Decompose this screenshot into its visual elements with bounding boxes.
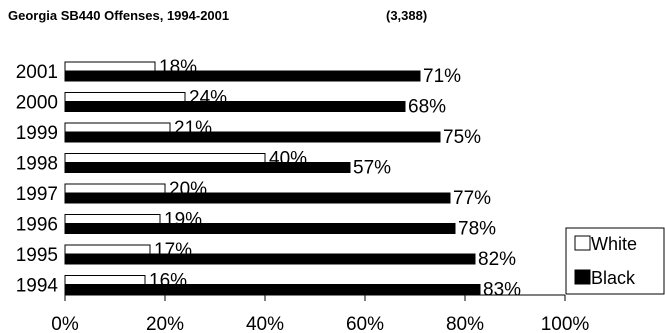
data-label-black: 78% (458, 219, 496, 240)
x-tick-label: 80% (446, 314, 484, 333)
x-tick-label: 60% (346, 314, 384, 333)
bar-black (64, 192, 451, 204)
category-label: 1998 (16, 154, 58, 175)
legend-swatch-black (574, 269, 591, 285)
legend-label-white: White (591, 234, 637, 254)
bar-white (64, 183, 166, 194)
bar-white (64, 153, 266, 163)
data-label-black: 71% (423, 66, 461, 87)
data-label-black: 75% (443, 127, 481, 148)
data-label-black: 82% (478, 249, 516, 270)
bar-black (64, 223, 456, 234)
category-label: 1999 (16, 123, 58, 144)
bar-white (64, 244, 151, 255)
data-label-black: 68% (408, 97, 446, 118)
data-label-white: 40% (269, 149, 307, 170)
x-tick-label: 100% (541, 314, 590, 333)
data-label-white: 24% (189, 88, 227, 109)
data-label-white: 21% (174, 118, 212, 139)
bar-white (64, 122, 171, 133)
category-label: 1994 (16, 276, 59, 297)
bar-white (64, 61, 156, 72)
x-tick-label: 20% (146, 314, 184, 333)
bar-black (64, 284, 481, 295)
category-label: 1996 (16, 215, 58, 236)
data-label-white: 16% (149, 271, 187, 292)
bar-white (64, 92, 186, 102)
x-tick-label: 0% (51, 314, 79, 333)
bar-black (64, 162, 351, 173)
legend-swatch-white (574, 235, 591, 251)
category-label: 1995 (16, 245, 58, 266)
data-label-black: 77% (453, 188, 491, 209)
data-label-white: 17% (154, 240, 192, 261)
bar-black (64, 131, 441, 143)
category-label: 2000 (16, 93, 58, 114)
bar-white (64, 275, 146, 285)
x-tick-label: 40% (246, 314, 284, 333)
data-label-white: 19% (164, 210, 202, 231)
data-label-black: 57% (353, 158, 391, 179)
chart-total-count: (3,388) (386, 8, 428, 23)
bar-black (64, 70, 421, 82)
category-label: 2001 (16, 62, 58, 83)
bar-white (64, 214, 161, 224)
chart-title: Georgia SB440 Offenses, 1994-2001 (8, 8, 230, 23)
data-label-black: 83% (483, 280, 521, 301)
bar-black (64, 101, 406, 112)
data-label-white: 18% (159, 57, 197, 78)
bar-black (64, 253, 476, 265)
category-label: 1997 (16, 184, 58, 205)
data-label-white: 20% (169, 179, 207, 200)
legend-label-black: Black (591, 268, 636, 288)
